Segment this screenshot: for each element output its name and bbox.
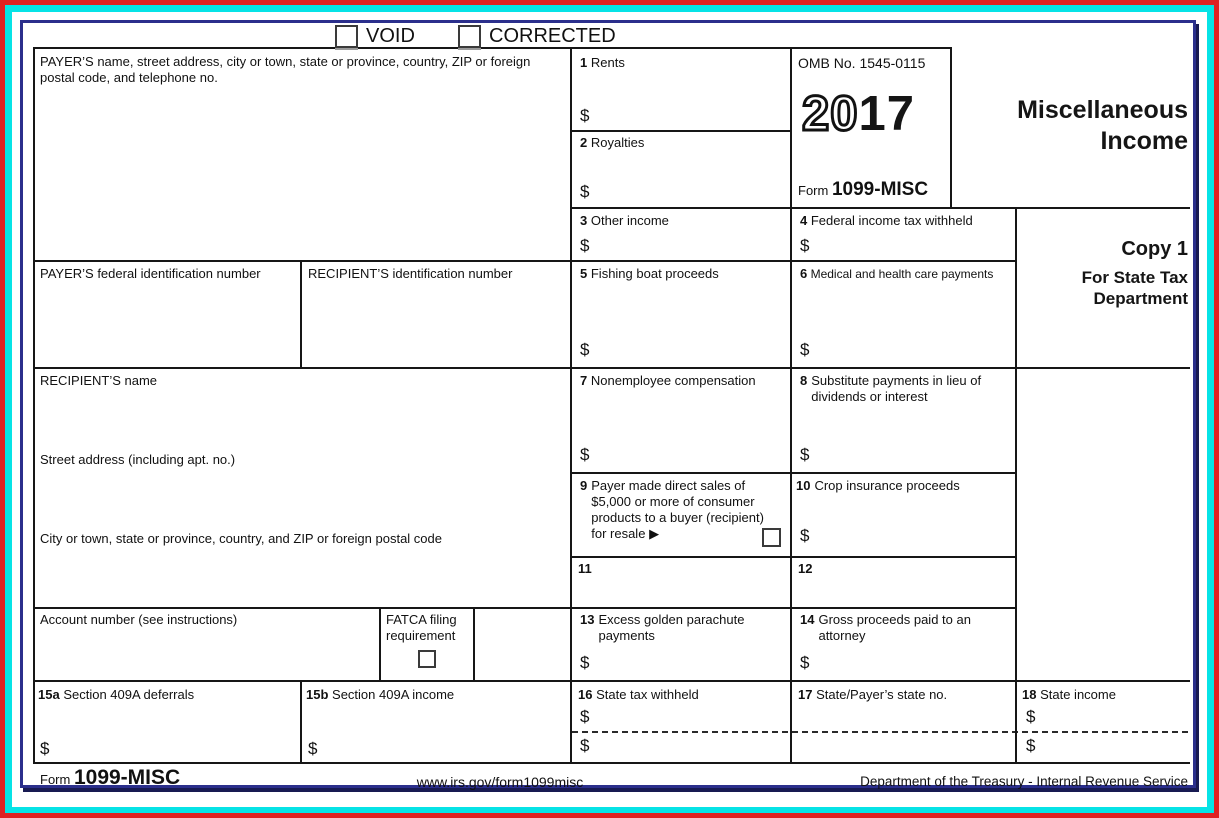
account-number-label: Account number (see instructions) [40,612,238,627]
street-address-label: Street address (including apt. no.) [40,452,236,467]
box9-checkbox[interactable] [762,528,781,547]
grid-line [33,367,1190,369]
grid-line [300,260,302,369]
grid-line [33,762,1190,764]
grid-line [570,47,572,764]
grid-line [570,472,1017,474]
footer-department: Department of the Treasury - Internal Re… [860,774,1188,789]
void-checkbox[interactable] [335,25,358,48]
tax-year: 2017 [801,87,916,141]
box4-dollar-sign: $ [800,236,810,255]
box12-label: 12 [798,561,813,576]
grid-line [570,130,792,132]
box7-nonemployee-label: 7 Nonemployee compensation [580,373,756,388]
copy-destination: For State Tax Department [1081,268,1188,308]
box16-dollar-sign-bottom: $ [580,736,590,755]
footer-url[interactable]: www.irs.gov/form1099misc [416,774,584,790]
box14-dollar-sign: $ [800,653,810,672]
box8-substitute-label: 8 Substitute payments in lieu of dividend… [800,373,982,404]
box10-crop-insurance-label: 10 Crop insurance proceeds [796,478,960,493]
grid-line [300,680,302,764]
box3-dollar-sign: $ [580,236,590,255]
box13-golden-parachute-label: 13 Excess golden parachute payments [580,612,745,643]
box16-dollar-sign-top: $ [580,707,590,726]
box6-dollar-sign: $ [800,340,810,359]
box9-direct-sales-label: 9 Payer made direct sales of $5,000 or mo… [580,478,764,541]
box13-dollar-sign: $ [580,653,590,672]
box10-dollar-sign: $ [800,526,810,545]
box3-other-income-label: 3 Other income [580,213,669,228]
grid-line [33,260,1017,262]
box5-fishing-boat-label: 5 Fishing boat proceeds [580,266,719,281]
box15a-label: 15a Section 409A deferrals [38,687,195,702]
fatca-label: FATCA filing requirement [386,612,457,643]
box2-royalties-label: 2 Royalties [580,135,645,150]
box2-number: 2 [580,135,588,150]
grid-line [950,47,952,209]
box8-dollar-sign: $ [800,445,810,464]
box15a-dollar-sign: $ [40,739,50,758]
box1-number: 1 [580,55,588,70]
copy-number: Copy 1 [1121,238,1188,260]
recipient-name-label: RECIPIENT’S name [40,373,158,388]
grid-line [33,47,952,49]
box2-dollar-sign: $ [580,182,590,201]
fatca-checkbox[interactable] [418,650,436,668]
grid-line [570,556,1017,558]
footer-form-number: Form 1099-MISC [40,766,181,789]
box7-dollar-sign: $ [580,445,590,464]
navy-page-frame [20,20,1196,788]
box15b-label: 15b Section 409A income [306,687,455,702]
box14-gross-proceeds-label: 14 Gross proceeds paid to an attorney [800,612,971,643]
box5-dollar-sign: $ [580,340,590,359]
box16-state-tax-label: 16 State tax withheld [578,687,699,702]
box18-dollar-sign-bottom: $ [1026,736,1036,755]
state-amount-dashed-divider [572,731,1188,733]
recipient-tin-label: RECIPIENT’S identification number [308,266,513,281]
city-label: City or town, state or province, country… [40,531,442,546]
box4-federal-tax-label: 4 Federal income tax withheld [800,213,973,228]
right-arrow-icon: ▶ [649,526,660,541]
grid-line [33,680,1190,682]
void-label: VOID [366,25,415,47]
box1-dollar-sign: $ [580,106,590,125]
grid-line [473,607,475,682]
box11-label: 11 [578,561,592,576]
payer-info-label: PAYER’S name, street address, city or to… [40,54,531,85]
grid-line [379,607,381,682]
grid-line [33,47,35,764]
omb-number: OMB No. 1545-0115 [798,55,926,71]
grid-line [790,47,792,764]
box18-dollar-sign-top: $ [1026,707,1036,726]
corrected-checkbox[interactable] [458,25,481,48]
box18-state-income-label: 18 State income [1022,687,1116,702]
form-title: Miscellaneous Income [1017,96,1188,155]
corrected-label: CORRECTED [489,25,616,47]
header-form-number: Form 1099-MISC [798,179,929,200]
box17-state-payer-label: 17 State/Payer’s state no. [798,687,948,702]
grid-line [1015,207,1017,764]
box6-medical-label: 6 Medical and health care payments [800,266,994,281]
grid-line [570,207,1190,209]
box1-rents-label: 1 Rents [580,55,625,70]
box15b-dollar-sign: $ [308,739,318,758]
grid-line [33,607,1017,609]
payer-tin-label: PAYER’S federal identification number [40,266,261,281]
